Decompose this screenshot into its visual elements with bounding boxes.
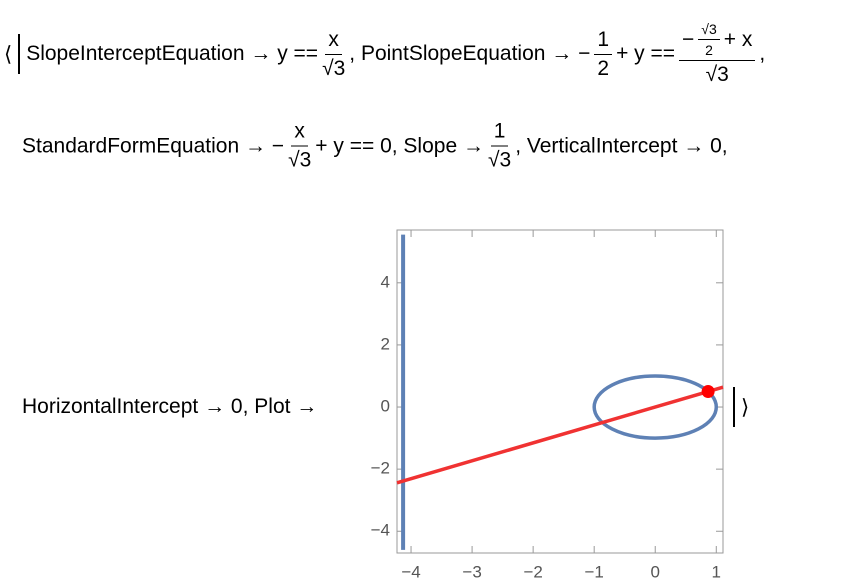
- x-tick-label: −1: [584, 562, 603, 581]
- bar: [733, 387, 735, 427]
- text: ,: [759, 42, 766, 65]
- x-tick-label: 0: [651, 562, 660, 581]
- frame: [396, 229, 724, 554]
- denominator: √3: [487, 148, 512, 172]
- text: + x: [723, 27, 753, 51]
- fraction: √3 2: [698, 21, 720, 58]
- y-tick-label: 0: [381, 397, 390, 416]
- row-2: StandardFormEquation → − x √3 + y == 0, S…: [22, 120, 728, 173]
- y-tick-label: 4: [381, 272, 390, 291]
- denominator: 2: [705, 42, 713, 58]
- y-tick-label: −2: [371, 459, 390, 478]
- row-1: ⟨ SlopeInterceptEquation → y == x √3 , Po…: [4, 21, 765, 87]
- numerator: 1: [490, 120, 509, 147]
- text: + y ==: [616, 42, 676, 65]
- x-tick-label: −4: [401, 562, 420, 581]
- x-tick-label: −3: [462, 562, 481, 581]
- text: , PointSlopeEquation → −: [349, 42, 591, 65]
- y-tick-label: −4: [371, 521, 390, 540]
- x-tick-label: 1: [712, 562, 721, 581]
- bar: [18, 34, 21, 74]
- numerator: 1: [594, 28, 613, 55]
- numerator: x: [291, 120, 308, 147]
- text: SlopeInterceptEquation → y ==: [26, 42, 319, 65]
- line: [396, 385, 724, 485]
- row-3: HorizontalIntercept → 0, Plot →: [22, 395, 317, 419]
- fraction: x √3: [322, 28, 345, 81]
- fraction: − √3 2 + x √3: [679, 21, 756, 87]
- text: + y == 0, Slope →: [315, 134, 484, 157]
- text: −: [682, 27, 695, 51]
- y-tick-label: 2: [381, 334, 390, 353]
- fraction: x √3: [288, 120, 311, 173]
- numerator: √3: [698, 21, 720, 40]
- numerator: x: [325, 28, 342, 55]
- fraction: 1 √3: [488, 120, 511, 173]
- text: HorizontalIntercept → 0, Plot →: [22, 395, 318, 418]
- denominator: √3: [322, 56, 346, 80]
- x-tick-label: −2: [523, 562, 542, 581]
- point: [701, 385, 715, 398]
- numerator: − √3 2 + x: [679, 21, 756, 61]
- denominator: √3: [288, 148, 312, 172]
- denominator: √3: [705, 63, 729, 86]
- row-3-close: ⟩: [727, 387, 749, 427]
- denominator: 2: [597, 56, 610, 80]
- close-bracket: ⟩: [741, 395, 750, 419]
- circle: [592, 374, 719, 440]
- open-bracket: ⟨: [4, 42, 13, 66]
- text: , VerticalIntercept → 0,: [515, 134, 728, 157]
- text: StandardFormEquation → −: [22, 134, 285, 157]
